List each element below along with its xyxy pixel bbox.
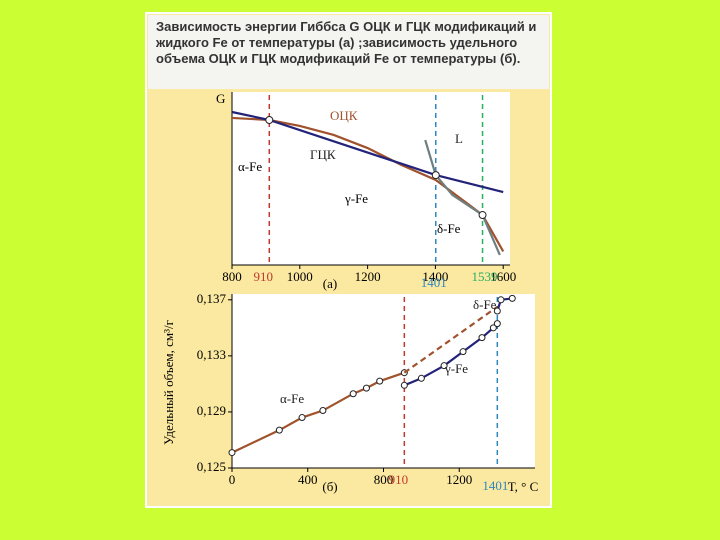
series-label: γ-Fe [444, 361, 468, 376]
y-tick-label: 0,125 [197, 459, 226, 474]
reference-label: 1401 [482, 478, 508, 493]
y-tick-label: 0,129 [197, 403, 226, 418]
data-point [440, 362, 448, 370]
data-point [489, 324, 497, 332]
series-label: ОЦК [330, 108, 358, 123]
data-point [376, 377, 384, 385]
intersection-point [265, 115, 274, 124]
phase-label: γ-Fe [344, 191, 368, 206]
x-tick-label: 0 [229, 472, 236, 487]
reference-label: 910 [389, 472, 409, 487]
data-point [275, 426, 283, 434]
reference-label: 910 [254, 269, 274, 284]
data-point [459, 348, 467, 356]
intersection-point [431, 171, 440, 180]
y-tick-label: 0,133 [197, 347, 226, 362]
series-label: ГЦК [310, 147, 336, 162]
data-point [298, 414, 306, 422]
y-axis-label: Удельный объем, см³/г [161, 320, 176, 445]
data-point [493, 307, 501, 315]
phase-label: δ-Fe [437, 221, 461, 236]
series-label: δ-Fe [473, 297, 497, 312]
data-point [497, 296, 505, 304]
data-point [362, 384, 370, 392]
panel-label: (а) [323, 276, 337, 291]
x-tick-label: 800 [374, 472, 394, 487]
data-point [400, 381, 408, 389]
x-tick-label: 1200 [355, 269, 381, 284]
y-axis-label: G [216, 91, 225, 106]
series-line [424, 139, 501, 256]
data-point [349, 390, 357, 398]
series-label: L [455, 131, 463, 146]
data-point [478, 334, 486, 342]
x-tick-label: 400 [298, 472, 318, 487]
data-point [319, 407, 327, 415]
x-axis-label: T, ° C [508, 479, 539, 494]
data-point [508, 294, 516, 302]
reference-label: 1401 [421, 275, 447, 290]
plot-area [232, 294, 535, 468]
x-tick-label: 1200 [446, 472, 472, 487]
series-label: α-Fe [280, 391, 304, 406]
phase-label: α-Fe [238, 159, 262, 174]
data-point [493, 320, 501, 328]
data-point [228, 449, 236, 457]
reference-label: 1539 [472, 269, 498, 284]
series-line [231, 110, 504, 194]
x-tick-label: 1600 [490, 269, 516, 284]
x-tick-label: 1400 [422, 269, 448, 284]
plot-area [232, 92, 510, 265]
data-point [417, 374, 425, 382]
intersection-point [478, 211, 487, 220]
series-line [403, 305, 498, 374]
x-tick-label: 1000 [287, 269, 313, 284]
x-tick-label: 800 [222, 269, 242, 284]
caption: Зависимость энергии Гиббса G ОЦК и ГЦК м… [148, 15, 549, 89]
y-tick-label: 0,137 [197, 291, 227, 306]
panel-label: (б) [322, 479, 337, 494]
